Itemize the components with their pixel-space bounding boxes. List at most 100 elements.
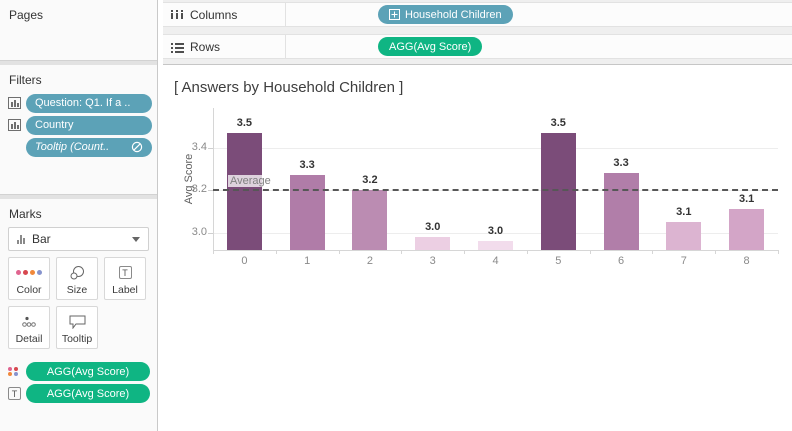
y-tick-mark bbox=[208, 190, 213, 192]
worksheet-view: [ Answers by Household Children ] 3.4 3.2… bbox=[163, 66, 792, 431]
color-button-label: Color bbox=[16, 284, 42, 296]
marks-pill-row: T AGG(Avg Score) bbox=[8, 384, 156, 403]
y-gridline bbox=[213, 147, 778, 149]
marks-pill-color[interactable]: AGG(Avg Score) bbox=[26, 362, 150, 381]
detail-dots-icon bbox=[22, 311, 36, 332]
x-tick-mark bbox=[338, 250, 340, 254]
rows-shelf[interactable]: Rows AGG(Avg Score) bbox=[163, 34, 792, 59]
rows-pill-agg-avg-score[interactable]: AGG(Avg Score) bbox=[378, 37, 483, 56]
text-box-icon: T bbox=[8, 387, 26, 400]
speech-bubble-icon bbox=[69, 311, 86, 332]
filters-panel[interactable]: Filters Question: Q1. If a .. Country To… bbox=[0, 65, 157, 195]
bar[interactable] bbox=[415, 236, 451, 250]
y-tick-mark bbox=[208, 147, 213, 149]
x-tick-mark bbox=[526, 250, 528, 254]
reference-line[interactable] bbox=[213, 189, 778, 192]
rows-shelf-label: Rows bbox=[190, 40, 221, 54]
filter-pill-question[interactable]: Question: Q1. If a .. bbox=[26, 93, 152, 113]
columns-shelf-label: Columns bbox=[190, 8, 238, 22]
filter-pill-tooltip-label: Tooltip (Count.. bbox=[35, 141, 110, 153]
mark-type-dropdown[interactable]: Bar bbox=[8, 227, 149, 251]
columns-icon bbox=[171, 10, 183, 19]
y-tick-label: 3.4 bbox=[191, 140, 207, 153]
data-grid-icon bbox=[8, 97, 26, 109]
bar-value-label: 3.1 bbox=[738, 193, 755, 206]
filter-pill-tooltip[interactable]: Tooltip (Count.. bbox=[26, 137, 152, 157]
y-axis-title[interactable]: Avg Score bbox=[183, 153, 195, 205]
reference-line-label: Average bbox=[228, 175, 273, 188]
x-tick-label[interactable]: 3 bbox=[429, 255, 436, 267]
y-gridline bbox=[213, 232, 778, 234]
x-tick-mark bbox=[464, 250, 466, 254]
x-tick-label[interactable]: 7 bbox=[680, 255, 687, 267]
marks-pill-label[interactable]: AGG(Avg Score) bbox=[26, 384, 150, 403]
x-tick-mark bbox=[275, 250, 277, 254]
y-tick-label: 3.2 bbox=[191, 183, 207, 196]
bar[interactable] bbox=[352, 190, 388, 250]
bar-value-label: 3.3 bbox=[613, 157, 629, 170]
x-axis-line[interactable] bbox=[213, 250, 778, 251]
detail-button-label: Detail bbox=[15, 333, 43, 345]
divider bbox=[285, 35, 286, 58]
label-button[interactable]: T Label bbox=[104, 257, 146, 300]
marks-panel: Marks Bar Color Size T Label bbox=[0, 199, 157, 431]
x-tick-label[interactable]: 0 bbox=[241, 255, 248, 267]
chart-area: 3.4 3.2 3.0 3.5 0 3.3 1 3.2 2 3.0 3 3.0 4 3.5 5 3.3 6 3.1… bbox=[163, 66, 792, 431]
columns-shelf[interactable]: Columns Household Children bbox=[163, 2, 792, 27]
size-button-label: Size bbox=[66, 284, 88, 296]
bar[interactable] bbox=[603, 173, 639, 250]
sidebar: Pages Filters Question: Q1. If a .. Coun… bbox=[0, 0, 158, 431]
bar[interactable] bbox=[729, 209, 765, 250]
shelves: Columns Household Children Rows AGG(Avg … bbox=[163, 0, 792, 65]
y-tick-label: 3.0 bbox=[191, 225, 207, 238]
x-tick-mark bbox=[652, 250, 654, 254]
chevron-down-icon[interactable] bbox=[132, 236, 140, 242]
size-button[interactable]: Size bbox=[56, 257, 98, 300]
marks-buttons: Color Size T Label Detail bbox=[8, 257, 146, 349]
x-tick-mark bbox=[778, 250, 779, 254]
x-tick-label[interactable]: 2 bbox=[366, 255, 373, 267]
bar-value-label: 3.0 bbox=[425, 220, 441, 233]
filters-title: Filters bbox=[9, 73, 42, 87]
detail-button[interactable]: Detail bbox=[8, 306, 50, 349]
tooltip-button[interactable]: Tooltip bbox=[56, 306, 98, 349]
x-tick-label[interactable]: 5 bbox=[555, 255, 562, 267]
filter-row: Tooltip (Count.. bbox=[8, 137, 152, 157]
bar-chart-icon bbox=[17, 234, 25, 244]
pages-panel[interactable]: Pages bbox=[0, 0, 157, 61]
marks-title: Marks bbox=[9, 207, 42, 221]
marks-pill-row: AGG(Avg Score) bbox=[8, 362, 156, 381]
y-tick-mark bbox=[208, 232, 213, 234]
columns-pill-household-children[interactable]: Household Children bbox=[378, 5, 513, 24]
columns-pill-label: Household Children bbox=[405, 8, 502, 21]
filter-pill-country[interactable]: Country bbox=[26, 115, 152, 135]
bar[interactable] bbox=[289, 175, 325, 250]
y-axis-line[interactable] bbox=[213, 108, 214, 250]
color-dots-icon bbox=[8, 367, 26, 376]
plus-box-icon[interactable] bbox=[389, 9, 400, 20]
bar-value-label: 3.1 bbox=[676, 205, 692, 218]
color-button[interactable]: Color bbox=[8, 257, 50, 300]
x-tick-label[interactable]: 6 bbox=[617, 255, 625, 267]
mark-type-label: Bar bbox=[32, 232, 51, 246]
data-grid-icon bbox=[8, 119, 26, 131]
x-tick-label[interactable]: 8 bbox=[743, 255, 750, 267]
pages-title: Pages bbox=[9, 8, 44, 22]
bar-value-label: 3.2 bbox=[362, 174, 378, 187]
bar[interactable] bbox=[478, 241, 513, 250]
x-tick-label[interactable]: 1 bbox=[304, 255, 311, 267]
bar[interactable] bbox=[540, 132, 576, 250]
filter-row: Question: Q1. If a .. bbox=[8, 93, 152, 113]
bar-value-label: 3.5 bbox=[236, 116, 253, 129]
marks-pills: AGG(Avg Score) T AGG(Avg Score) bbox=[8, 362, 156, 406]
x-tick-mark bbox=[715, 250, 717, 254]
color-dots-icon bbox=[16, 262, 42, 283]
x-tick-mark bbox=[589, 250, 591, 254]
bar-value-label: 3.0 bbox=[487, 225, 504, 238]
bar-value-label: 3.3 bbox=[299, 159, 315, 172]
bar[interactable] bbox=[666, 221, 702, 250]
bar[interactable] bbox=[226, 132, 262, 250]
size-circles-icon bbox=[69, 262, 85, 283]
x-tick-label[interactable]: 4 bbox=[492, 255, 499, 267]
filter-row: Country bbox=[8, 115, 152, 135]
